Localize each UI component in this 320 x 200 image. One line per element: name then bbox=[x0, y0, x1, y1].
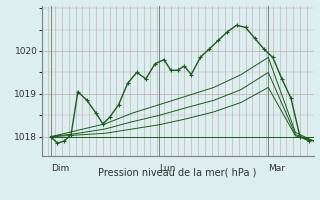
Text: Mar: Mar bbox=[268, 164, 285, 173]
X-axis label: Pression niveau de la mer( hPa ): Pression niveau de la mer( hPa ) bbox=[99, 167, 257, 177]
Text: Dim: Dim bbox=[51, 164, 69, 173]
Text: Lun: Lun bbox=[159, 164, 176, 173]
